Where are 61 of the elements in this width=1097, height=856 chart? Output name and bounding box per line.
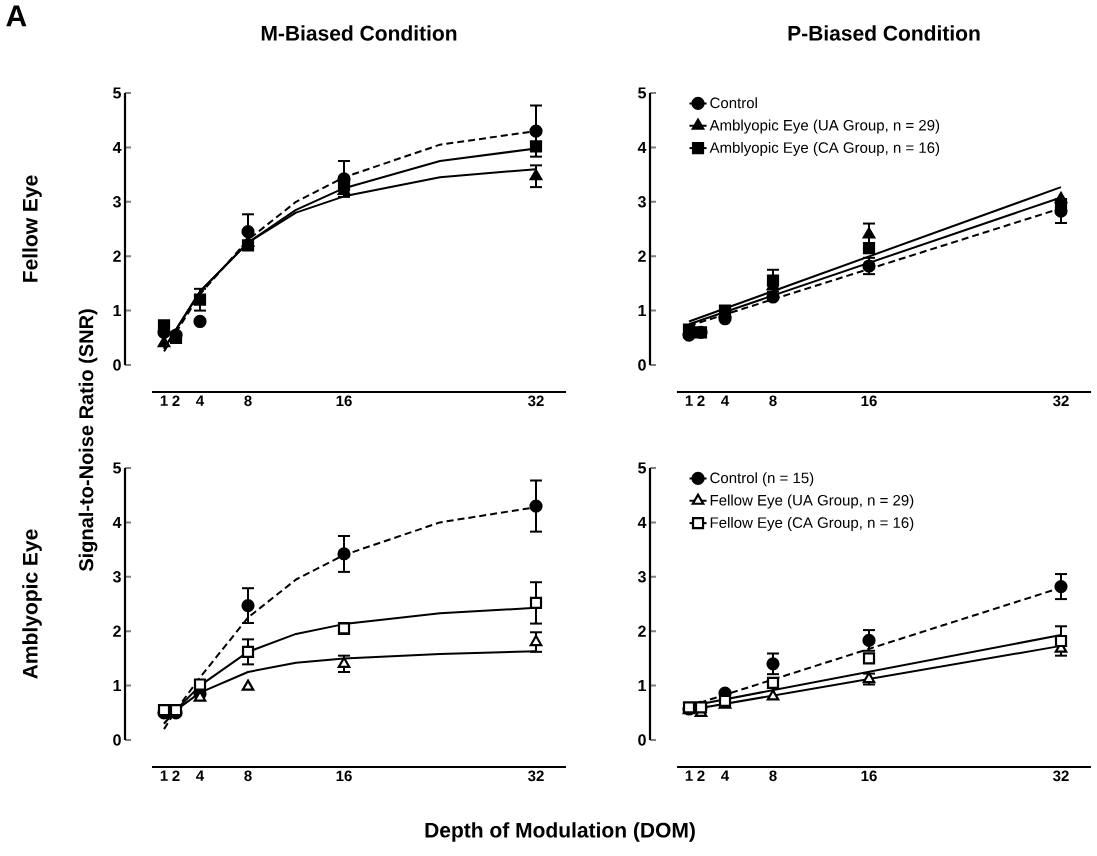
y-tick-label: 0 — [638, 734, 646, 746]
text: Signal-to-Noise Ratio (SNR) — [78, 309, 98, 572]
legend-label: Amblyopic Eye (UA Group, n = 29) — [709, 119, 940, 134]
x-tick-label: 2 — [172, 395, 180, 406]
legend-label: Control — [710, 97, 757, 109]
y-tick-label: 5 — [113, 87, 122, 99]
x-tick-label: 1 — [685, 395, 693, 406]
x-tick-label: 8 — [244, 395, 252, 407]
legend-label: Fellow Eye (UA Group, n = 29) — [710, 494, 914, 509]
x-tick-label: 16 — [861, 770, 877, 782]
y-tick-label: 5 — [113, 462, 122, 474]
y-tick-label: 3 — [112, 196, 121, 208]
y-tick-label: 1 — [638, 305, 647, 317]
y-tick-label: 4 — [112, 141, 122, 153]
y-tick-label: 5 — [638, 87, 647, 99]
legend-label: Amblyopic Eye (CA Group, n = 16) — [709, 141, 940, 156]
x-tick-label: 4 — [721, 395, 730, 406]
legend-label: Control (n = 15) — [710, 472, 814, 487]
chart-title: P-Biased Condition — [788, 25, 980, 41]
x-tick-label: 8 — [244, 770, 252, 782]
y-tick-label: 2 — [638, 250, 646, 262]
x-tick-label: 2 — [172, 770, 180, 781]
chart-title: M-Biased Condition — [261, 25, 457, 41]
x-axis-title: Depth of Modulation (DOM) — [425, 822, 695, 842]
x-tick-label: 2 — [697, 770, 705, 781]
y-tick-label: 2 — [113, 625, 121, 637]
y-tick-label: 4 — [112, 516, 122, 528]
y-tick-label: 1 — [638, 680, 647, 692]
y-tick-label: 0 — [113, 734, 121, 746]
x-tick-label: 32 — [528, 770, 544, 782]
text: A — [6, 5, 27, 27]
y-tick-label: 5 — [638, 462, 647, 474]
y-tick-label: 2 — [113, 250, 121, 262]
x-tick-label: 32 — [528, 395, 544, 407]
x-tick-label: 4 — [196, 770, 205, 781]
x-tick-label: 1 — [160, 770, 168, 781]
x-tick-label: 32 — [1053, 770, 1069, 782]
x-tick-label: 16 — [336, 770, 352, 782]
y-axis-title: Amblyopic Eye — [22, 529, 42, 679]
y-tick-label: 1 — [113, 680, 122, 692]
y-tick-label: 3 — [112, 571, 121, 583]
x-tick-label: 16 — [336, 395, 352, 407]
y-tick-label: 4 — [637, 516, 647, 528]
x-tick-label: 2 — [697, 395, 705, 406]
y-tick-label: 1 — [113, 305, 122, 317]
y-tick-label: 3 — [637, 571, 646, 583]
y-tick-label: 4 — [637, 141, 647, 153]
y-tick-label: 3 — [637, 196, 646, 208]
y-tick-label: 2 — [638, 625, 646, 637]
x-tick-label: 4 — [196, 395, 205, 406]
y-axis-title: Fellow Eye — [22, 175, 42, 282]
x-tick-label: 1 — [160, 395, 168, 406]
x-tick-label: 1 — [685, 770, 693, 781]
x-tick-label: 32 — [1053, 395, 1069, 407]
x-tick-label: 4 — [721, 770, 730, 781]
x-tick-label: 16 — [861, 395, 877, 407]
x-tick-label: 8 — [769, 395, 777, 407]
x-tick-label: 8 — [769, 770, 777, 782]
y-tick-label: 0 — [638, 359, 646, 371]
legend-label: Fellow Eye (CA Group, n = 16) — [710, 516, 914, 531]
y-tick-label: 0 — [113, 359, 121, 371]
